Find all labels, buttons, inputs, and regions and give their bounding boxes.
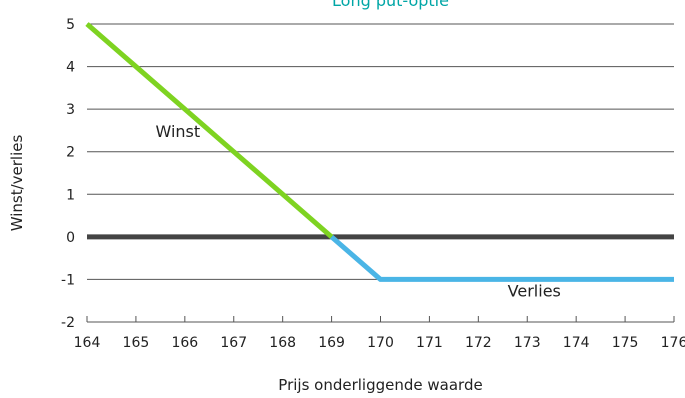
y-tick-label: -1 [61,272,75,288]
annotations: Winst Verlies [155,122,560,301]
x-tick-label: 164 [74,335,101,351]
x-tick-label: 174 [563,335,590,351]
x-tick-label: 176 [661,335,685,351]
payoff-series [85,22,674,282]
y-tick-label: 1 [66,187,75,203]
loss-line [329,234,674,282]
y-tick-label: 0 [66,230,75,246]
x-tick-label: 175 [612,335,639,351]
y-tick-label: 3 [66,102,75,118]
x-tick-label: 173 [514,335,541,351]
y-tick-label: 4 [66,60,75,76]
x-tick-label: 171 [416,335,443,351]
x-tick-label: 169 [318,335,345,351]
y-tick-label: 5 [66,17,75,33]
y-axis-ticks: 5 4 3 2 1 0 -1 -2 [61,17,75,331]
annotation-verlies: Verlies [508,281,561,300]
x-tick-label: 167 [220,335,247,351]
y-tick-label: 2 [66,145,75,161]
annotation-winst: Winst [155,122,200,141]
x-axis-title: Prijs onderliggende waarde [278,376,482,394]
x-tick-label: 165 [123,335,150,351]
y-axis-title: Winst/verlies [8,135,26,232]
y-tick-label: -2 [61,315,75,331]
x-tick-label: 168 [269,335,296,351]
x-axis-ticks: 164 165 166 167 168 169 170 171 172 173 174 175 176 [74,316,685,351]
x-tick-label: 166 [171,335,198,351]
x-tick-label: 172 [465,335,492,351]
profit-line [85,22,334,239]
chart-title: Long put-optie [332,0,449,10]
x-tick-label: 170 [367,335,394,351]
